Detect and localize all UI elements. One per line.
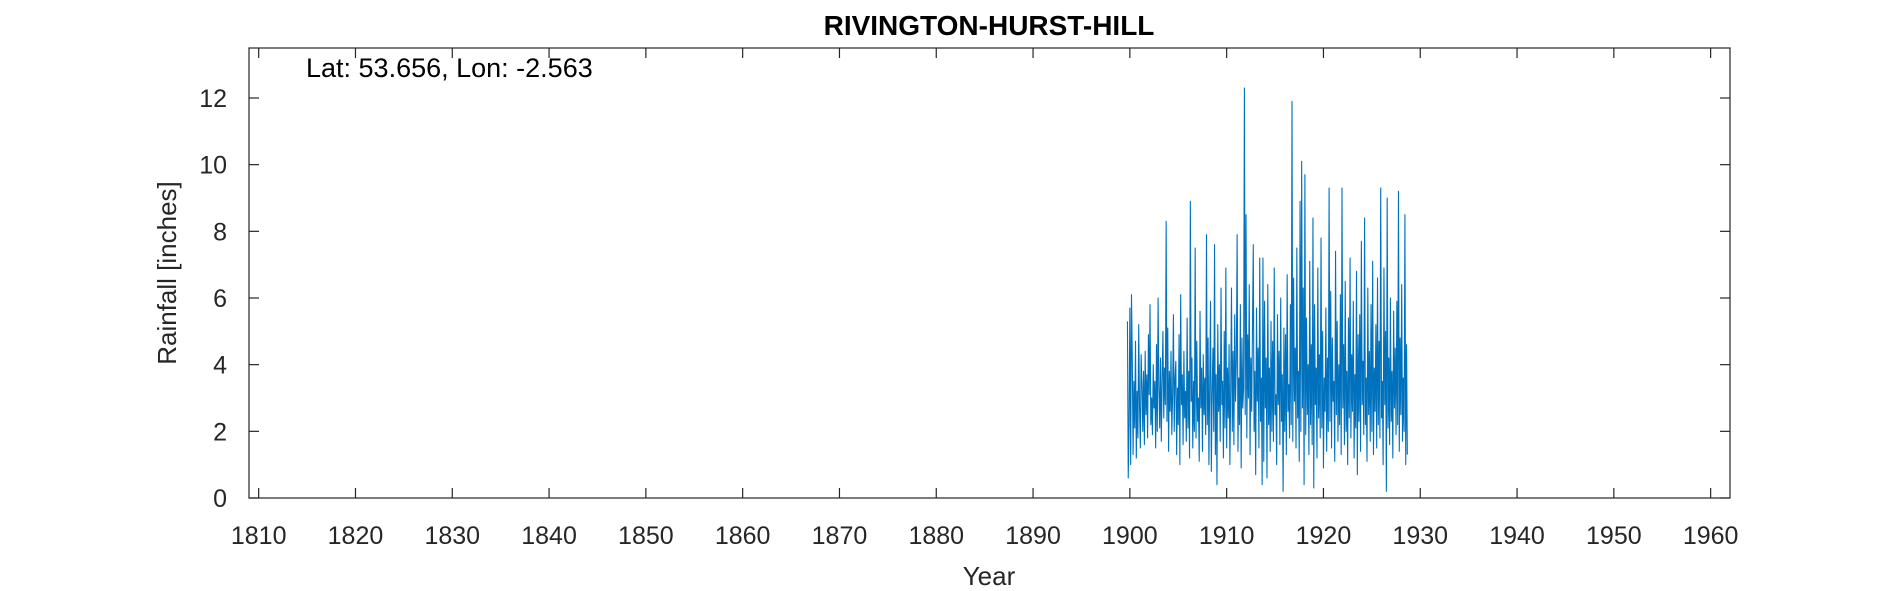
x-tick-label: 1940 (1489, 522, 1545, 550)
axes-box (248, 47, 1731, 499)
y-tick-label: 10 (199, 152, 227, 180)
y-tick-label: 12 (199, 85, 227, 113)
series-layer (1126, 87, 1408, 492)
x-tick-label: 1870 (812, 522, 868, 550)
x-tick-label: 1830 (424, 522, 480, 550)
y-tick-label: 6 (213, 285, 227, 313)
x-axis: 1810 1820 1830 1840 1850 1860 1870 1880 1890 1900… (231, 48, 1739, 550)
x-tick-label: 1920 (1296, 522, 1352, 550)
x-tick-label: 1890 (1005, 522, 1061, 550)
x-tick-label: 1820 (328, 522, 384, 550)
x-tick-label: 1960 (1683, 522, 1739, 550)
y-tick-label: 4 (213, 352, 227, 380)
y-axis: 0 2 4 6 8 10 12 (199, 85, 1730, 513)
rainfall-series-line (1126, 87, 1408, 492)
x-tick-label: 1900 (1102, 522, 1158, 550)
x-tick-label: 1950 (1586, 522, 1642, 550)
x-tick-label: 1840 (521, 522, 577, 550)
y-tick-label: 8 (213, 218, 227, 246)
x-tick-label: 1880 (908, 522, 964, 550)
chart-title: RIVINGTON-HURST-HILL (824, 10, 1155, 41)
y-axis-label: Rainfall [inches] (152, 181, 182, 365)
x-axis-label: Year (963, 561, 1016, 591)
location-annotation: Lat: 53.656, Lon: -2.563 (306, 53, 593, 83)
x-tick-label: 1810 (231, 522, 287, 550)
y-tick-label: 0 (213, 485, 227, 513)
x-tick-label: 1910 (1199, 522, 1255, 550)
x-tick-label: 1850 (618, 522, 674, 550)
plot-area (249, 48, 1730, 498)
x-tick-label: 1860 (715, 522, 771, 550)
y-tick-label: 2 (213, 418, 227, 446)
x-tick-label: 1930 (1392, 522, 1448, 550)
